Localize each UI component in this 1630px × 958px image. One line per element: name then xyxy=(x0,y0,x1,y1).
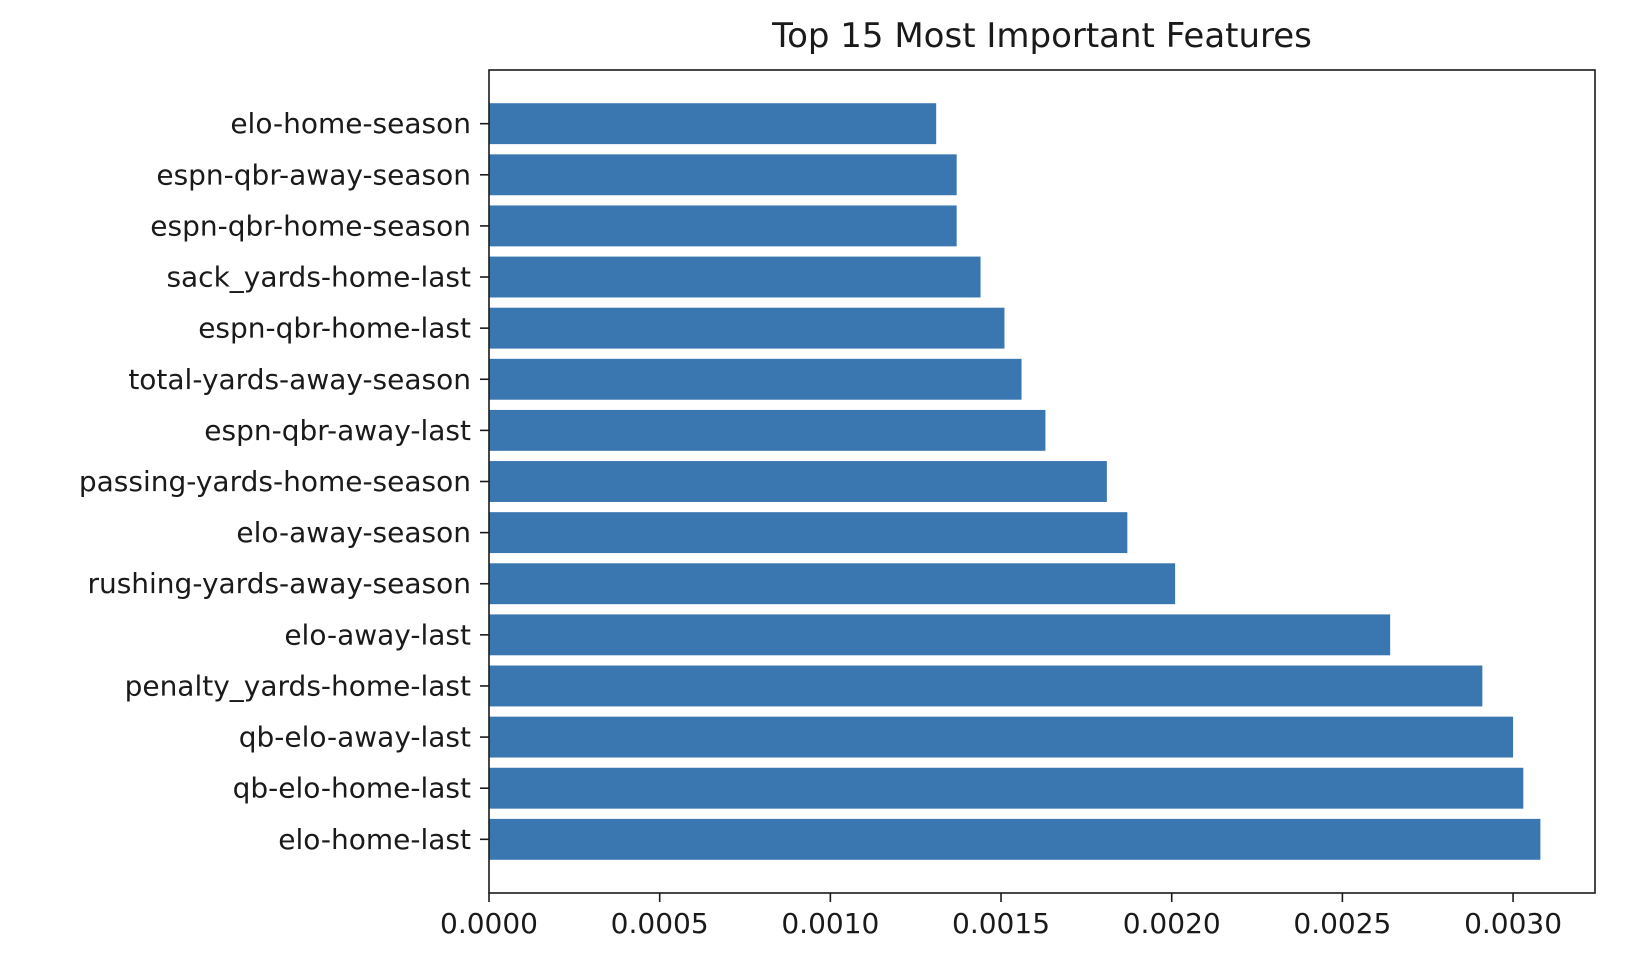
bar xyxy=(489,409,1046,451)
y-tick-label: elo-away-season xyxy=(236,516,471,549)
bar xyxy=(489,563,1176,605)
axes-frame xyxy=(488,69,1596,894)
bar xyxy=(489,767,1524,809)
bar xyxy=(489,205,957,247)
y-tick-label: qb-elo-home-last xyxy=(233,772,471,805)
bar xyxy=(489,256,981,298)
bar xyxy=(489,358,1022,400)
bar xyxy=(489,512,1128,554)
y-tick-label: sack_yards-home-last xyxy=(166,261,471,294)
y-tick-label: espn-qbr-away-last xyxy=(204,414,471,447)
y-tick-label: elo-away-last xyxy=(284,618,471,651)
y-tick-label: elo-home-season xyxy=(230,107,471,140)
bar xyxy=(489,818,1541,860)
y-tick-label: elo-home-last xyxy=(278,823,471,856)
y-tick-label: espn-qbr-home-last xyxy=(198,312,471,345)
y-tick-label: rushing-yards-away-season xyxy=(87,567,471,600)
bar xyxy=(489,307,1005,349)
x-tick-label: 0.0010 xyxy=(781,907,879,940)
y-tick-label: passing-yards-home-season xyxy=(79,465,471,498)
y-tick-label: espn-qbr-away-season xyxy=(156,158,471,191)
x-tick-label: 0.0000 xyxy=(440,907,538,940)
x-tick-label: 0.0030 xyxy=(1464,907,1562,940)
bar xyxy=(489,154,957,196)
y-tick-label: qb-elo-away-last xyxy=(239,721,471,754)
y-tick-label: total-yards-away-season xyxy=(128,363,471,396)
x-tick-label: 0.0025 xyxy=(1293,907,1391,940)
bar xyxy=(489,614,1391,656)
x-tick-label: 0.0020 xyxy=(1123,907,1221,940)
bar xyxy=(489,665,1483,707)
bar xyxy=(489,716,1514,758)
x-tick-label: 0.0005 xyxy=(611,907,709,940)
bar xyxy=(489,461,1107,502)
y-tick-label: espn-qbr-home-season xyxy=(150,209,471,242)
chart-title: Top 15 Most Important Features xyxy=(772,16,1312,56)
y-tick-label: penalty_yards-home-last xyxy=(125,669,471,702)
x-tick-label: 0.0015 xyxy=(952,907,1050,940)
bar xyxy=(489,103,937,145)
